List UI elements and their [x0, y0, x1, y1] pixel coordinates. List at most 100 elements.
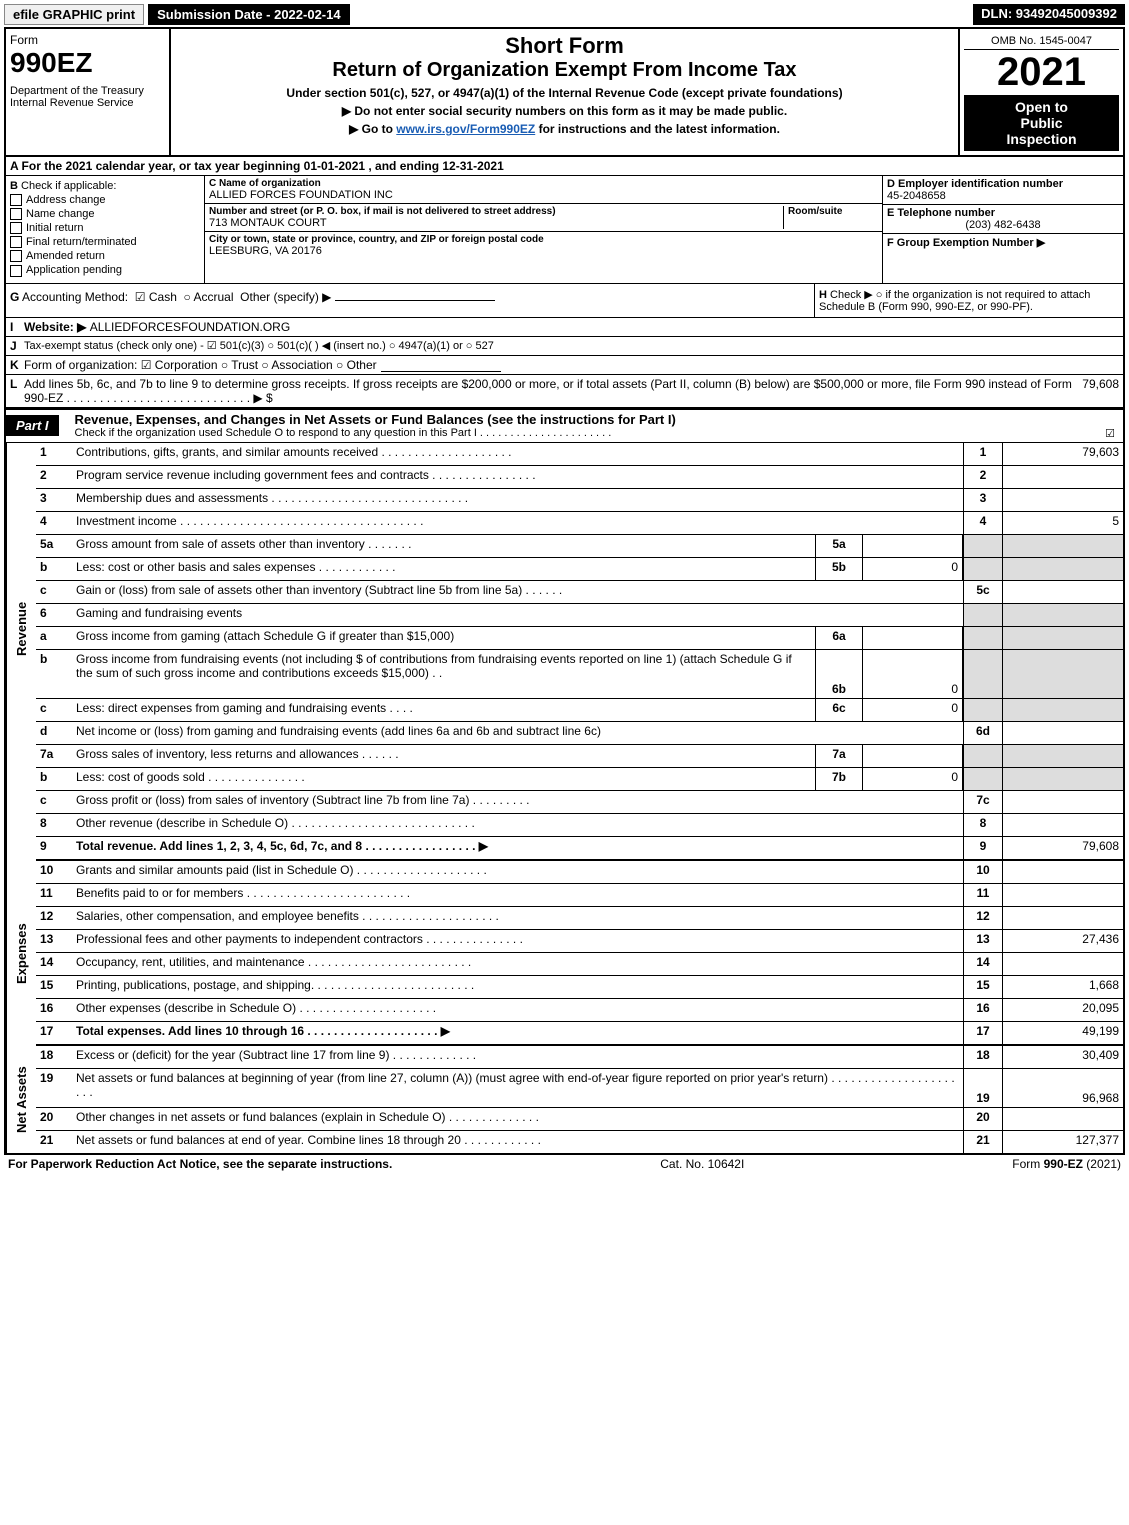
- org-name-label: C Name of organization: [209, 178, 878, 189]
- line-6b-num: b: [36, 650, 72, 699]
- line-17-boxnum: 17: [963, 1022, 1003, 1046]
- ein-label: D Employer identification number: [887, 178, 1119, 190]
- checkbox-address-change[interactable]: [10, 194, 22, 206]
- line-5a-shade: [963, 535, 1003, 558]
- section-g-h: G Accounting Method: ☑ Cash ○ Accrual Ot…: [6, 284, 1123, 318]
- line-6-shade: [963, 604, 1003, 627]
- topbar: efile GRAPHIC print Submission Date - 20…: [4, 4, 1125, 25]
- line-16-num: 16: [36, 999, 72, 1022]
- line-12-value: [1003, 907, 1123, 930]
- line-6-num: 6: [36, 604, 72, 627]
- net-assets-side-label: Net Assets: [6, 1046, 36, 1153]
- line-6a-shade-val: [1003, 627, 1123, 650]
- section-k: K Form of organization: ☑ Corporation ○ …: [6, 356, 1123, 375]
- line-10-num: 10: [36, 861, 72, 884]
- open-line-1: Open to: [964, 99, 1119, 115]
- line-5b-num: b: [36, 558, 72, 581]
- irs-link[interactable]: www.irs.gov/Form990EZ: [396, 122, 535, 136]
- part-1-title: Revenue, Expenses, and Changes in Net As…: [67, 412, 1115, 427]
- line-7b-inval: 0: [863, 768, 963, 791]
- checkbox-application-pending[interactable]: [10, 265, 22, 277]
- line-15-value: 1,668: [1003, 976, 1123, 999]
- line-8-num: 8: [36, 814, 72, 837]
- dept-treasury: Department of the Treasury: [10, 85, 165, 97]
- line-20-value: [1003, 1108, 1123, 1131]
- org-name: ALLIED FORCES FOUNDATION INC: [209, 189, 878, 201]
- accounting-other: Other (specify) ▶: [240, 290, 331, 304]
- telephone-label: E Telephone number: [887, 207, 1119, 219]
- subtitle-3-pre: ▶ Go to: [349, 122, 396, 136]
- label-application-pending: Application pending: [26, 264, 122, 276]
- footer-mid: Cat. No. 10642I: [660, 1157, 744, 1171]
- line-6c-num: c: [36, 699, 72, 722]
- expenses-netassets-spacer: [6, 814, 36, 861]
- line-17-num: 17: [36, 1022, 72, 1046]
- line-20-desc: Other changes in net assets or fund bala…: [72, 1108, 963, 1131]
- checkbox-amended-return[interactable]: [10, 250, 22, 262]
- line-18-boxnum: 18: [963, 1046, 1003, 1069]
- line-11-value: [1003, 884, 1123, 907]
- line-6-shade-val: [1003, 604, 1123, 627]
- revenue-side-label: Revenue: [6, 443, 36, 814]
- form-subtitle-2: ▶ Do not enter social security numbers o…: [179, 104, 950, 118]
- line-6c-inval: 0: [863, 699, 963, 722]
- section-d-e-f: D Employer identification number 45-2048…: [883, 176, 1123, 283]
- city-label: City or town, state or province, country…: [209, 234, 878, 245]
- line-7b-desc: Less: cost of goods sold . . . . . . . .…: [72, 768, 815, 791]
- label-name-change: Name change: [26, 208, 95, 220]
- section-i: I Website: ▶ ALLIEDFORCESFOUNDATION.ORG: [6, 318, 1123, 337]
- line-19-boxnum: 19: [963, 1069, 1003, 1108]
- line-1-num: 1: [36, 443, 72, 466]
- form-title-2: Return of Organization Exempt From Incom…: [179, 59, 950, 82]
- accounting-cash: Cash: [149, 290, 177, 304]
- line-5a-shade-val: [1003, 535, 1123, 558]
- footer-left: For Paperwork Reduction Act Notice, see …: [8, 1157, 392, 1171]
- efile-print-button[interactable]: efile GRAPHIC print: [4, 4, 144, 25]
- line-6a-inval: [863, 627, 963, 650]
- line-5a-innum: 5a: [815, 535, 863, 558]
- tax-year: 2021: [997, 50, 1086, 95]
- street-label: Number and street (or P. O. box, if mail…: [209, 206, 783, 217]
- line-17-desc: Total expenses. Add lines 10 through 16 …: [72, 1022, 963, 1046]
- footer-right-pre: Form: [1012, 1157, 1043, 1171]
- line-7b-shade: [963, 768, 1003, 791]
- line-6d-value: [1003, 722, 1123, 745]
- line-19-num: 19: [36, 1069, 72, 1108]
- line-1-desc: Contributions, gifts, grants, and simila…: [72, 443, 963, 466]
- section-l: L Add lines 5b, 6c, and 7b to line 9 to …: [6, 375, 1123, 409]
- open-line-2: Public: [964, 115, 1119, 131]
- net-assets-grid: Net Assets 18 Excess or (deficit) for th…: [6, 1046, 1123, 1153]
- line-13-value: 27,436: [1003, 930, 1123, 953]
- part-1-tab: Part I: [6, 415, 59, 436]
- line-6b-shade-val: [1003, 650, 1123, 699]
- room-label: Room/suite: [788, 206, 878, 217]
- part-1-schedule-o-checkbox[interactable]: ☑: [1105, 427, 1115, 440]
- line-21-num: 21: [36, 1131, 72, 1153]
- line-16-boxnum: 16: [963, 999, 1003, 1022]
- label-final-return: Final return/terminated: [26, 236, 137, 248]
- line-5b-inval: 0: [863, 558, 963, 581]
- line-15-boxnum: 15: [963, 976, 1003, 999]
- checkbox-final-return[interactable]: [10, 236, 22, 248]
- line-11-boxnum: 11: [963, 884, 1003, 907]
- line-9-num: 9: [36, 837, 72, 861]
- open-inspection-badge: Open to Public Inspection: [964, 95, 1119, 151]
- website-link[interactable]: ALLIEDFORCESFOUNDATION.ORG: [90, 320, 290, 334]
- footer-right-post: (2021): [1083, 1157, 1121, 1171]
- line-3-boxnum: 3: [963, 489, 1003, 512]
- tax-exempt-status: Tax-exempt status (check only one) - ☑ 5…: [24, 339, 494, 353]
- topbar-left: efile GRAPHIC print Submission Date - 20…: [4, 4, 350, 25]
- line-20-num: 20: [36, 1108, 72, 1131]
- line-6a-num: a: [36, 627, 72, 650]
- line-13-desc: Professional fees and other payments to …: [72, 930, 963, 953]
- checkbox-name-change[interactable]: [10, 208, 22, 220]
- checkbox-initial-return[interactable]: [10, 222, 22, 234]
- line-6d-num: d: [36, 722, 72, 745]
- footer-right: Form 990-EZ (2021): [1012, 1157, 1121, 1171]
- line-10-boxnum: 10: [963, 861, 1003, 884]
- line-6a-desc: Gross income from gaming (attach Schedul…: [72, 627, 815, 650]
- info-block: B Check if applicable: Address change Na…: [6, 176, 1123, 284]
- submission-date-button[interactable]: Submission Date - 2022-02-14: [148, 4, 350, 25]
- website-label: Website: ▶: [24, 320, 86, 334]
- section-a: A For the 2021 calendar year, or tax yea…: [6, 157, 1123, 176]
